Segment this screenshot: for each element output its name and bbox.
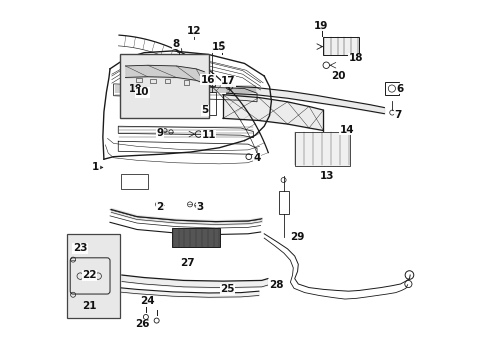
Text: 1: 1 [92,162,99,172]
Text: 21: 21 [82,301,97,311]
Text: 5: 5 [201,105,208,115]
Text: 28: 28 [268,280,283,290]
Text: 2: 2 [156,202,163,212]
Bar [323,37,358,55]
Text: 26: 26 [135,319,149,329]
Text: 22: 22 [82,270,97,280]
Bar [164,79,170,83]
Circle shape [77,273,83,279]
Text: 10: 10 [129,84,142,94]
Text: 18: 18 [348,53,362,63]
Bar [206,92,215,116]
Text: 13: 13 [319,171,333,181]
Text: 11: 11 [201,130,215,140]
Text: 29: 29 [290,232,304,242]
Bar [136,78,142,82]
Bar [67,234,120,318]
Text: 15: 15 [212,42,226,52]
Bar [183,80,189,85]
Bar [149,89,190,110]
Text: 3: 3 [196,202,203,212]
Text: 14: 14 [339,125,353,135]
Text: 6: 6 [396,84,403,94]
Text: 10: 10 [135,87,149,97]
Bar [150,78,156,83]
Text: 25: 25 [220,284,234,294]
Bar [294,132,349,166]
Text: 9: 9 [156,129,163,138]
Text: 12: 12 [186,26,201,36]
Bar [208,76,215,86]
Text: 17: 17 [221,76,235,86]
Text: 16: 16 [200,75,215,85]
Text: 8: 8 [172,39,180,49]
Bar [278,191,288,214]
Bar [384,82,398,95]
Text: 20: 20 [330,71,345,81]
Circle shape [86,273,93,279]
Bar [172,228,220,247]
Text: 4: 4 [253,153,260,163]
Circle shape [95,273,101,279]
Bar [121,174,147,189]
Text: 24: 24 [140,296,154,306]
Bar [120,54,208,118]
Text: 7: 7 [393,111,401,121]
Text: 23: 23 [73,243,87,253]
Text: 27: 27 [180,258,194,268]
Text: 19: 19 [313,21,327,31]
